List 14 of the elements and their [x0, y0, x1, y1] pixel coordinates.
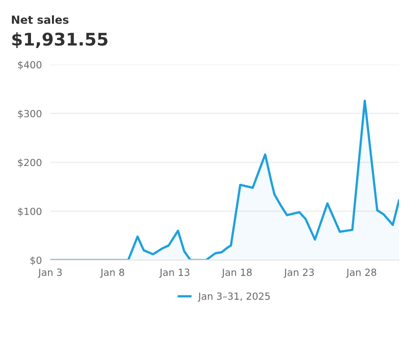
y-tick-label: $400 [18, 60, 42, 70]
x-tick-label: Jan 3 [38, 268, 62, 278]
x-tick-label: Jan 8 [100, 268, 124, 278]
x-tick-label: Jan 28 [346, 268, 376, 278]
y-tick-label: $300 [18, 110, 42, 119]
y-tick-label: $0 [30, 256, 42, 266]
chart-subtitle: $1,931.55 [12, 32, 108, 48]
y-tick-label: $200 [18, 158, 42, 168]
y-tick-label: $100 [18, 208, 42, 216]
legend-label: Jan 3–31, 2025 [198, 292, 270, 302]
x-tick-label: Jan 13 [159, 268, 190, 278]
x-tick-label: Jan 23 [284, 268, 314, 278]
chart-title: Net sales [12, 15, 68, 24]
x-tick-label: Jan 18 [221, 268, 252, 278]
